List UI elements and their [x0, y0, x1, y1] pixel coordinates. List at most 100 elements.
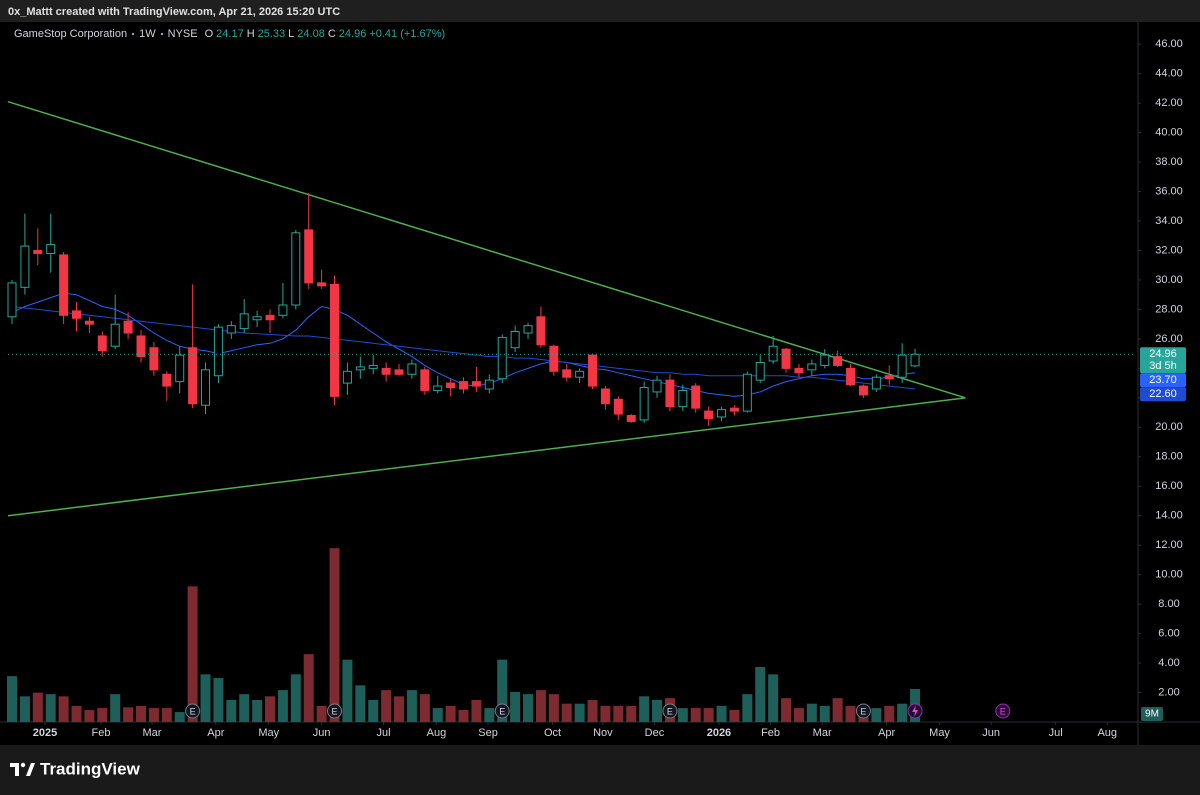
x-tick-label: 2025 — [33, 727, 57, 739]
x-tick-label: Aug — [427, 727, 447, 739]
volume-bar — [71, 705, 82, 722]
ma-label: 22.60 — [1149, 388, 1177, 400]
volume-bar — [729, 709, 740, 722]
x-tick-label: Jun — [982, 727, 1000, 739]
top-bar — [0, 0, 1200, 22]
volume-bar — [548, 694, 559, 722]
volume-bar — [587, 700, 598, 722]
y-tick-label: 40.00 — [1155, 127, 1183, 139]
candle-body — [33, 249, 43, 254]
candle-body — [213, 326, 223, 377]
ma-label-box — [1140, 387, 1186, 402]
candle-body — [536, 316, 546, 346]
volume-bar — [342, 659, 353, 722]
volume-bar — [793, 708, 804, 722]
candle-body — [858, 385, 868, 396]
x-tick-label: Mar — [813, 727, 832, 739]
volume-bar — [484, 708, 495, 722]
candle-body — [149, 347, 159, 371]
volume-bar — [355, 685, 366, 722]
candle-body — [446, 382, 456, 389]
candle-body — [123, 320, 133, 334]
ohlc-value: 24.96 — [338, 28, 367, 40]
y-tick-label: 46.00 — [1155, 38, 1183, 50]
candle-body — [20, 245, 30, 288]
event-marker — [662, 703, 678, 719]
candle-body — [717, 409, 727, 418]
x-tick-label: Sep — [478, 727, 498, 739]
volume-bar — [58, 696, 69, 722]
event-label: E — [332, 706, 338, 716]
volume-bar — [97, 708, 108, 722]
y-tick-label: 42.00 — [1155, 97, 1183, 109]
dividend-icon-bolt — [912, 705, 919, 717]
event-marker — [327, 703, 343, 719]
y-tick-label: 32.00 — [1155, 244, 1183, 256]
y-tick-label: 20.00 — [1155, 421, 1183, 433]
x-tick-label: May — [258, 727, 279, 739]
event-marker — [855, 703, 871, 719]
y-tick-label: 28.00 — [1155, 303, 1183, 315]
candle-body — [588, 354, 598, 387]
candle-body — [523, 325, 533, 334]
candle-body — [330, 283, 340, 397]
volume-bar — [781, 698, 792, 722]
volume-bar — [806, 703, 817, 722]
candle-body — [317, 282, 327, 287]
ohlc-value: 25.33 — [257, 28, 286, 40]
ohlc-key: C — [327, 28, 336, 40]
attribution: 0x_Mattt created with TradingView.com, A… — [8, 6, 340, 18]
candle-body — [652, 379, 662, 393]
y-tick-label: 10.00 — [1155, 569, 1183, 581]
candle-body — [497, 336, 507, 380]
event-marker — [995, 703, 1011, 719]
candle-body — [781, 348, 791, 369]
y-tick-label: 16.00 — [1155, 480, 1183, 492]
candle-body — [239, 313, 249, 330]
candle-body — [639, 387, 649, 421]
exchange: NYSE — [167, 28, 198, 40]
volume-bar — [884, 705, 895, 722]
brand-logo — [10, 762, 35, 776]
ohlc-key: H — [246, 28, 255, 40]
volume-bar — [419, 694, 430, 722]
volume-bar — [458, 709, 469, 722]
event-label: E — [190, 706, 196, 716]
volume-bar — [187, 586, 198, 722]
candle-body — [252, 316, 262, 321]
volume-bar — [200, 674, 211, 722]
volume-bar — [445, 705, 456, 722]
candle-body — [846, 367, 856, 386]
candle-body — [162, 373, 172, 387]
volume-bar — [368, 700, 379, 722]
volume-bar — [561, 703, 572, 722]
footer — [0, 745, 1200, 795]
y-tick-label: 18.00 — [1155, 451, 1183, 463]
y-tick-label: 34.00 — [1155, 215, 1183, 227]
candle-body — [72, 310, 82, 319]
candle-body — [420, 369, 430, 391]
event-marker — [185, 703, 201, 719]
volume-bar — [510, 691, 521, 722]
y-tick-label: 2.00 — [1158, 686, 1179, 698]
candle-body — [97, 335, 107, 352]
volume-bar — [742, 694, 753, 722]
x-tick-label: Feb — [92, 727, 111, 739]
candle-body — [59, 254, 69, 316]
candle-body — [226, 325, 236, 334]
candle-body — [188, 347, 198, 405]
candle-body — [820, 354, 830, 366]
volume-label-box — [1141, 707, 1163, 721]
candle-body — [691, 385, 701, 409]
x-tick-label: Jul — [1049, 727, 1063, 739]
price-label: 24.96 — [1149, 348, 1177, 360]
y-tick-label: 38.00 — [1155, 156, 1183, 168]
volume-bar — [690, 708, 701, 722]
candle-body — [897, 354, 907, 378]
volume-bar — [329, 548, 340, 722]
ohlc-value: 24.17 — [216, 28, 244, 40]
y-tick-label: 8.00 — [1158, 598, 1179, 610]
volume-bar — [6, 676, 17, 722]
volume-bar — [755, 667, 766, 722]
volume-bar — [265, 696, 276, 722]
